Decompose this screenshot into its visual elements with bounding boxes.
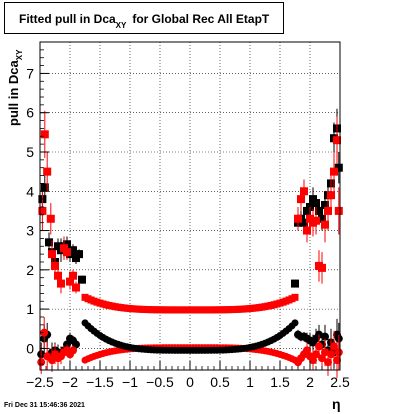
y-axis-title-subscript: XY [15,49,24,61]
x-tick-label: 0.5 [210,374,230,390]
data-point-square [300,187,308,196]
data-point-square [72,283,80,292]
x-tick-label: −2.5 [26,374,54,390]
data-point-square [40,183,49,192]
data-point-square [75,250,83,259]
x-tick-label: 1.5 [270,374,290,390]
band-point-red-lower [291,356,299,364]
chart-title-box: Fitted pull in DcaXY for Global Rec All E… [4,2,284,34]
data-point-circle [321,332,329,341]
data-point-circle [309,356,317,365]
data-point-square [327,191,335,200]
x-tick-label: −2 [62,374,78,390]
data-point-square [318,263,326,272]
data-point-square [315,206,323,215]
data-point-circle [37,358,46,367]
data-point-square [330,167,338,176]
y-tick-label: 2 [26,262,34,278]
data-point-square [303,226,311,235]
data-point-square [291,279,299,288]
data-point-circle [334,348,343,357]
x-tick-label: −1.5 [86,374,114,390]
data-point-circle [69,346,77,355]
data-point-square [321,220,329,229]
y-axis-title-main: pull in Dca [6,60,21,126]
data-point-circle [324,358,332,367]
y-tick-label: 6 [26,105,34,121]
band-point-black-lower [291,319,299,327]
chart-title-suffix: for Global Rec All EtapT [132,12,270,26]
data-point-square [45,238,53,247]
data-point-square [333,136,341,145]
data-point-square [54,271,62,280]
data-point-square [69,246,77,255]
data-point-square [46,214,55,223]
data-point-square [334,163,343,172]
data-point-circle [318,354,326,363]
y-tick-label: 7 [26,65,34,81]
data-point-square [297,195,305,204]
data-point-circle [321,348,329,357]
x-axis-title: η [332,396,341,412]
data-point-square [63,248,71,257]
data-point-square [78,275,86,284]
timestamp-footer: Fri Dec 31 15:46:36 2021 [4,402,85,409]
data-point-circle [40,328,49,337]
data-point-circle [315,342,323,351]
data-point-square [300,218,308,227]
chart-title: Fitted pull in DcaXY for Global Rec All E… [19,12,270,30]
data-point-square [38,206,47,215]
data-point-square [312,216,320,225]
data-point-square [334,206,343,215]
x-tick-label: −1 [122,374,138,390]
data-point-square [48,250,56,259]
x-tick-label: 0 [186,374,194,390]
data-point-square [57,279,65,288]
data-point-circle [327,350,335,359]
data-point-circle [303,346,311,355]
y-tick-label: 1 [26,301,34,317]
data-point-circle [72,340,80,349]
chart-title-prefix: Fitted pull in Dca [19,12,116,26]
x-tick-label: −0.5 [146,374,174,390]
chart-title-subscript: XY [115,21,127,30]
y-tick-label: 5 [26,144,34,160]
data-point-square [318,214,326,223]
y-tick-label: 0 [26,340,34,356]
x-tick-label: 2 [306,374,314,390]
data-point-square [69,271,77,280]
x-tick-label: 2.5 [330,374,350,390]
y-tick-label: 4 [26,183,34,199]
data-point-square [312,199,320,208]
data-point-square [324,206,332,215]
data-point-square [43,167,52,176]
data-point-square [40,130,49,139]
data-point-circle [312,350,320,359]
data-point-square [66,277,74,286]
data-point-square [294,214,302,223]
data-point-square [321,201,329,210]
y-tick-label: 3 [26,223,34,239]
data-point-circle [48,356,56,365]
data-point-circle [330,342,338,351]
y-axis-title: pull in DcaXY [6,49,24,126]
band-point-red-upper [291,293,299,301]
data-point-square [51,261,59,270]
x-tick-label: 1 [246,374,254,390]
